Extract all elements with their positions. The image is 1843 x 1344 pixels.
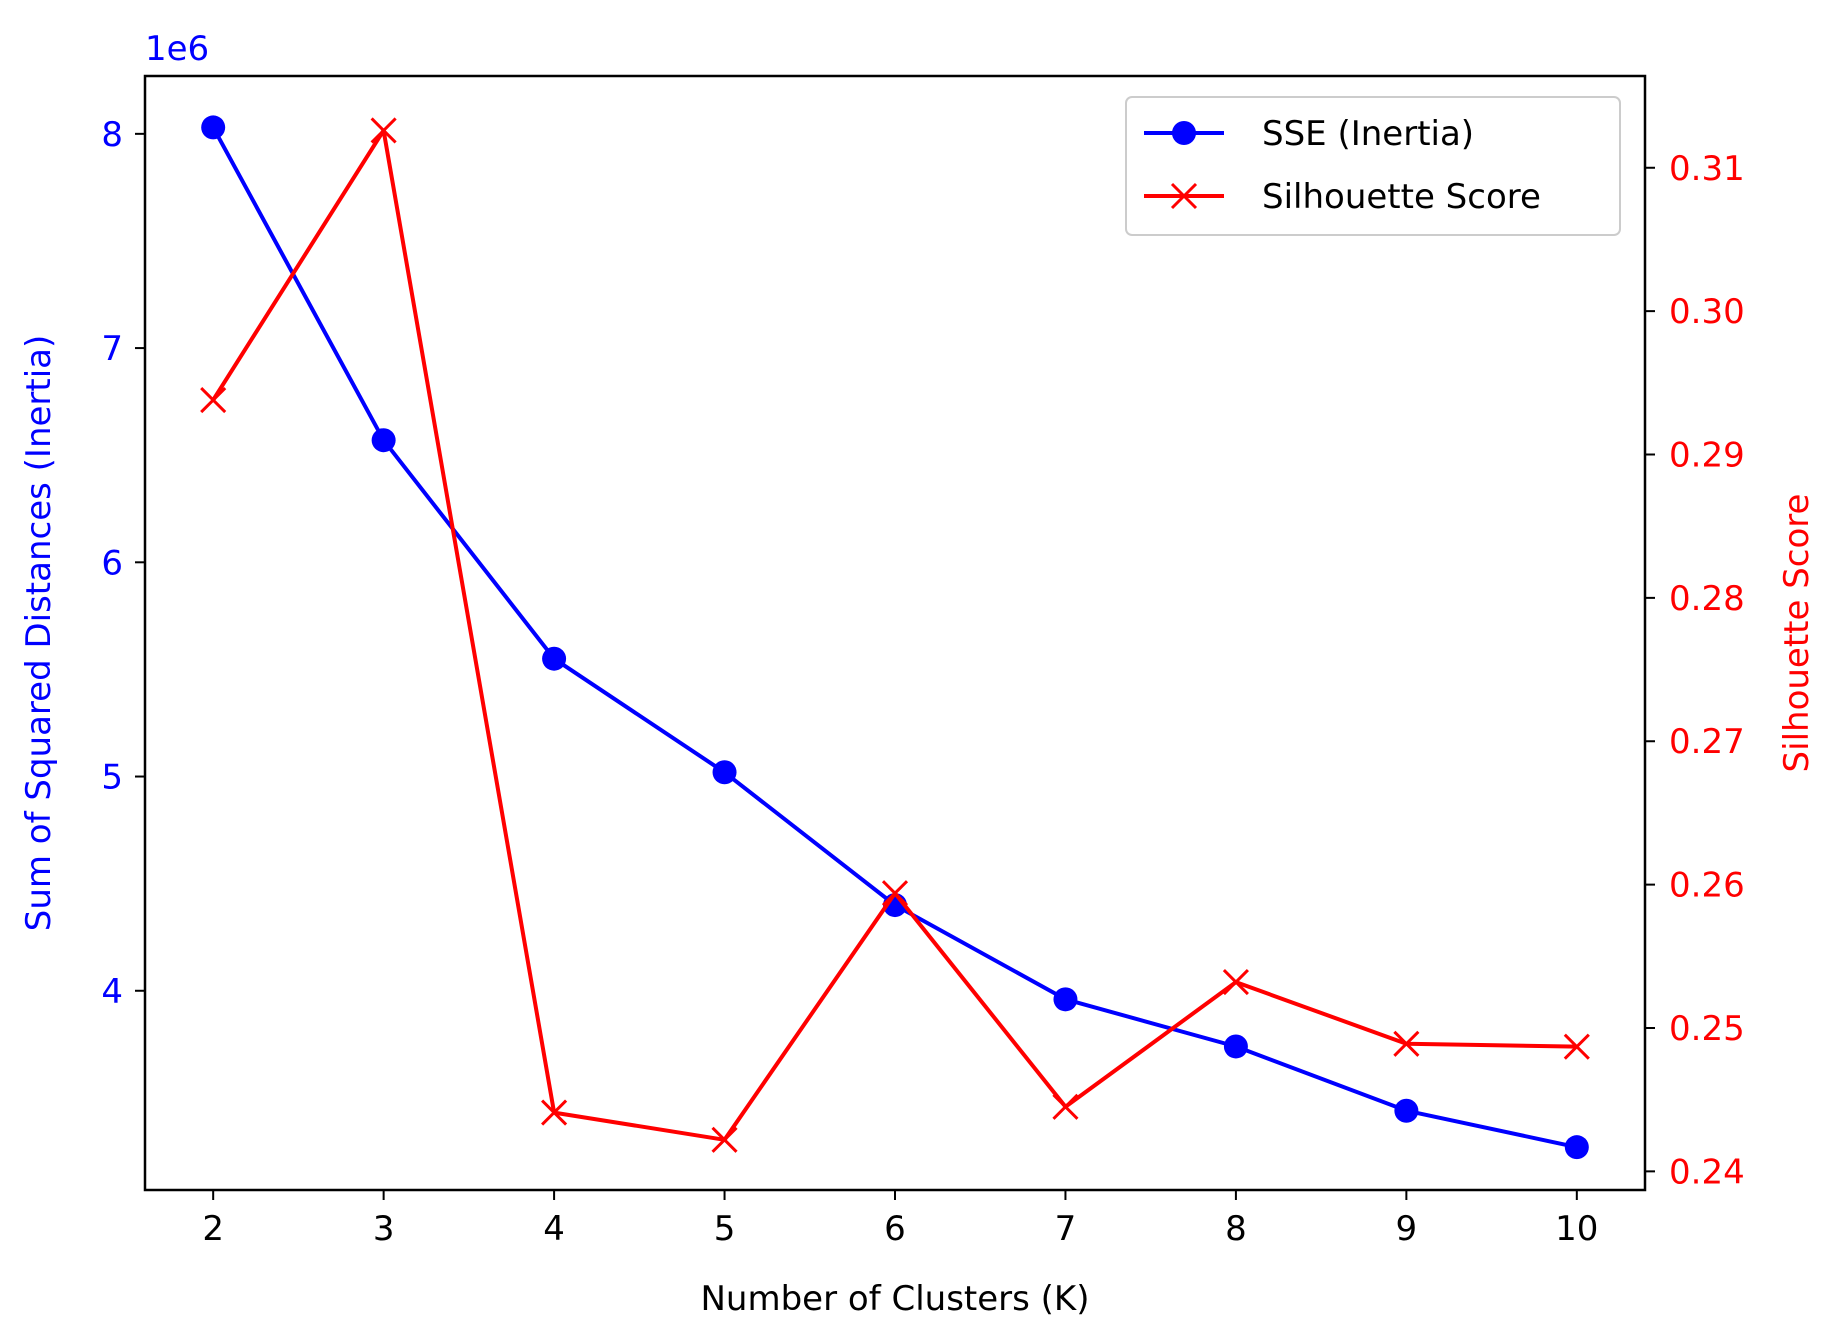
y-left-offset-text: 1e6 <box>145 29 209 69</box>
x-tick-label: 8 <box>1225 1209 1247 1249</box>
silhouette-point-stroke <box>711 1126 738 1153</box>
legend: SSE (Inertia) Silhouette Score <box>1125 96 1621 236</box>
y-left-axis: 4 5 6 7 8 <box>101 115 145 1012</box>
silhouette-point-stroke <box>200 386 227 414</box>
silhouette-point-stroke <box>1393 1030 1420 1057</box>
silhouette-point <box>1393 1030 1420 1057</box>
legend-silhouette-marker <box>1170 182 1198 210</box>
silhouette-point-stroke <box>1563 1033 1590 1060</box>
x-tick-label: 2 <box>202 1209 224 1249</box>
y-left-tick-label: 6 <box>101 543 123 583</box>
silhouette-point <box>541 1099 568 1126</box>
y-right-tick-label: 0.29 <box>1669 436 1745 476</box>
silhouette-point <box>1563 1033 1590 1060</box>
x-axis-label: Number of Clusters (K) <box>701 1279 1090 1319</box>
y-left-tick-label: 7 <box>101 329 123 369</box>
x-axis: 2 3 4 5 6 7 8 9 10 <box>202 1190 1598 1249</box>
silhouette-point <box>1222 969 1249 996</box>
legend-silhouette-label: Silhouette Score <box>1262 177 1541 217</box>
silhouette-point <box>1052 1093 1079 1120</box>
sse-point <box>1564 1135 1589 1160</box>
series-layer <box>200 115 1590 1160</box>
y-right-tick-label: 0.24 <box>1669 1152 1745 1192</box>
y-right-tick-label: 0.31 <box>1669 149 1745 189</box>
legend-sse-label: SSE (Inertia) <box>1262 114 1474 154</box>
silhouette-point <box>711 1126 738 1153</box>
x-tick-label: 9 <box>1396 1209 1418 1249</box>
x-tick-label: 10 <box>1555 1209 1598 1249</box>
sse-point <box>1394 1098 1419 1123</box>
y-right-axis: 0.24 0.25 0.26 0.27 0.28 0.29 0.30 0.31 <box>1645 149 1745 1192</box>
legend-box <box>1125 96 1621 236</box>
y-right-axis-label: Silhouette Score <box>1777 494 1817 773</box>
silhouette-point-stroke <box>1052 1093 1079 1120</box>
x-tick-label: 5 <box>714 1209 736 1249</box>
sse-point <box>1053 987 1078 1012</box>
y-left-tick-label: 5 <box>101 758 123 798</box>
sse-point <box>542 646 567 671</box>
axes-frame <box>143 74 1647 1192</box>
sse-point <box>1223 1034 1248 1059</box>
x-tick-label: 3 <box>373 1209 395 1249</box>
sse-point <box>371 428 396 453</box>
y-right-tick-label: 0.26 <box>1669 866 1745 906</box>
silhouette-point-stroke <box>881 880 909 907</box>
silhouette-point <box>881 880 909 907</box>
y-left-tick-label: 8 <box>101 115 123 155</box>
x-tick-label: 4 <box>543 1209 565 1249</box>
sse-point <box>712 760 737 785</box>
y-right-tick-label: 0.28 <box>1669 579 1745 619</box>
sse-point <box>201 115 226 140</box>
y-left-axis-label: Sum of Squared Distances (Inertia) <box>19 335 59 932</box>
y-right-tick-label: 0.27 <box>1669 722 1745 762</box>
y-left-tick-label: 4 <box>101 972 123 1012</box>
y-right-tick-label: 0.25 <box>1669 1009 1745 1049</box>
x-tick-label: 6 <box>884 1209 906 1249</box>
silhouette-point-stroke <box>541 1099 568 1126</box>
legend-sse-marker <box>1172 121 1196 145</box>
silhouette-point-stroke <box>370 117 397 144</box>
silhouette-point-stroke <box>1222 969 1249 996</box>
silhouette-point <box>370 117 397 144</box>
y-right-tick-label: 0.30 <box>1669 292 1745 332</box>
silhouette-point <box>200 386 227 414</box>
x-tick-label: 7 <box>1055 1209 1077 1249</box>
